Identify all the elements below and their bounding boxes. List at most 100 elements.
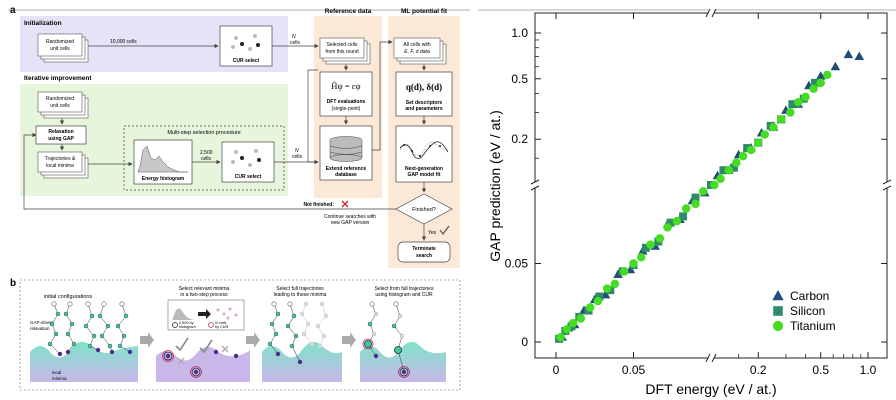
step-4-frame: Select from full trajectories using hist…: [360, 286, 446, 382]
mlfit-heading: ML potential fit: [401, 8, 448, 15]
titanium-point: [724, 166, 734, 175]
initialization-heading: Initialization: [24, 20, 62, 27]
titanium-point: [602, 284, 612, 293]
titanium-point: [556, 333, 565, 342]
titanium-point: [699, 187, 708, 196]
silicon-point: [595, 292, 604, 301]
titanium-point: [732, 158, 741, 168]
svg-text:Trajectories &: Trajectories &: [45, 156, 76, 162]
terminate-box: Terminate search: [397, 241, 451, 263]
titanium-point: [716, 174, 725, 183]
x-break-gap: [708, 9, 714, 17]
svg-text:using GAP: using GAP: [48, 136, 74, 142]
axis-ticks: 0 0 0.05 0.05 0.2 0.2 0.5 0.5 1.0 1.0: [505, 13, 887, 377]
svg-text:database: database: [335, 172, 357, 178]
descriptors-box: q(d), δ(d) Set descriptors and parameter…: [395, 71, 453, 117]
svg-text:Select from full trajectories: Select from full trajectories: [375, 286, 434, 292]
svg-text:relaxation: relaxation: [30, 326, 50, 331]
trajectories-box: Trajectories & local minima: [37, 151, 89, 179]
svg-text:GAP model fit: GAP model fit: [408, 172, 441, 178]
label-10000-cells: 10,000 cells: [110, 39, 137, 45]
svg-text:Relaxation: Relaxation: [48, 129, 73, 135]
svg-text:N: N: [295, 148, 299, 154]
carbon-point: [843, 49, 854, 59]
svg-text:Select full trajectories: Select full trajectories: [276, 286, 324, 292]
carbon-point: [830, 61, 841, 71]
x-break: [705, 353, 711, 363]
svg-text:local: local: [52, 370, 61, 375]
x-tick-label: 0.5: [812, 363, 829, 377]
panel-a-label: a: [10, 5, 16, 16]
svg-text:2,500 by: 2,500 by: [179, 321, 194, 325]
svg-text:Selected cells: Selected cells: [327, 42, 358, 48]
legend-titanium-label: Titanium: [790, 319, 836, 333]
y-tick-label: 0.5: [511, 72, 528, 86]
svg-text:Extend reference: Extend reference: [326, 166, 367, 172]
x-break: [711, 8, 717, 18]
titanium-point: [809, 84, 818, 93]
selected-cells-box: Selected cells from this round: [319, 37, 371, 65]
y-break: [882, 179, 892, 185]
cross-icon: [341, 200, 349, 208]
panel-a: a Initialization Iterative improvement R…: [8, 5, 470, 268]
cur-select-box-1: CUR select: [219, 25, 273, 67]
svg-text:CUR select: CUR select: [233, 58, 260, 64]
silicon-point: [641, 243, 650, 252]
svg-text:Randomized: Randomized: [46, 39, 74, 45]
legend-silicon-marker: [773, 306, 783, 316]
svg-text:N cells: N cells: [215, 321, 226, 325]
titanium-point: [786, 108, 795, 117]
titanium-point: [794, 98, 803, 107]
svg-text:using histogram and CUR: using histogram and CUR: [375, 292, 433, 298]
multistep-label: Multi-step selection procedure: [167, 130, 240, 136]
dft-evaluations-box: Ĥψ = εψ DFT evaluations (single-point): [319, 71, 373, 117]
y-tick-label: 0.05: [505, 257, 529, 271]
svg-text:Finished?: Finished?: [412, 207, 436, 213]
y-tick-label: 0.2: [511, 132, 528, 146]
svg-text:cells: cells: [290, 40, 301, 46]
legend-titanium-marker: [772, 320, 784, 332]
x-tick-label: 1.0: [860, 363, 877, 377]
x-break: [711, 353, 717, 363]
titanium-point: [776, 115, 786, 124]
y-tick-label: 1.0: [511, 26, 528, 40]
svg-text:q(d), δ(d): q(d), δ(d): [406, 82, 442, 92]
titanium-point: [655, 234, 665, 243]
titanium-point: [562, 325, 572, 334]
svg-text:GAP-driven: GAP-driven: [30, 320, 54, 325]
step-1-frame: initial configurations GAP-driven relaxa…: [30, 294, 138, 382]
arrow-icon-2: [246, 332, 260, 348]
titanium-point: [746, 145, 756, 155]
svg-text:E, F, σ data: E, F, σ data: [404, 49, 430, 55]
y-break-gap: [531, 182, 539, 188]
svg-text:Select relevant minima: Select relevant minima: [179, 286, 230, 292]
titanium-point: [738, 151, 748, 161]
cross-icon-b: [177, 357, 185, 365]
step-2-frame: Select relevant minima in a two-step pro…: [156, 286, 250, 382]
titanium-point: [769, 122, 778, 132]
titanium-point: [576, 314, 586, 323]
svg-text:from this round: from this round: [325, 49, 359, 55]
y-break: [530, 185, 540, 191]
extend-database-box: Extend reference database: [319, 125, 373, 181]
titanium-point: [822, 70, 832, 80]
svg-text:unit cells: unit cells: [50, 46, 70, 52]
x-tick-label: 0.2: [750, 363, 767, 377]
y-tick-label: 0: [521, 335, 528, 349]
legend-carbon-marker: [772, 290, 784, 301]
reference-heading: Reference data: [325, 8, 372, 15]
data-points: [555, 49, 865, 343]
silicon-point: [666, 218, 675, 227]
silicon-point: [729, 163, 738, 172]
step-3-frame: Select full trajectories leading to thes…: [262, 286, 342, 382]
check-icon-b: [175, 337, 189, 352]
titanium-point: [593, 296, 603, 306]
x-tick-label: 0: [553, 363, 560, 377]
titanium-point: [610, 279, 620, 289]
silicon-point: [743, 144, 752, 153]
titanium-point: [681, 204, 691, 213]
x-tick-label: 0.05: [622, 363, 646, 377]
svg-text:Randomized: Randomized: [46, 96, 74, 102]
